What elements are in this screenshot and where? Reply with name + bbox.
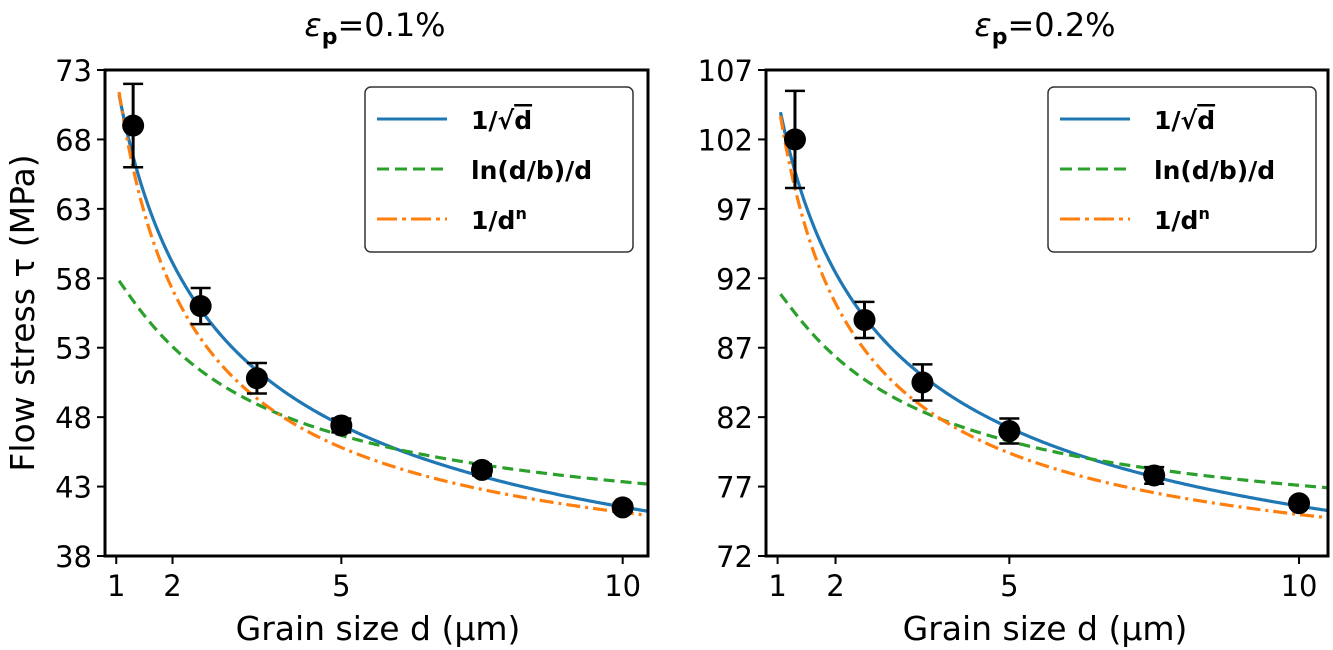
panel-left-curves: [117, 91, 648, 518]
series-line-dashdot: [117, 91, 648, 518]
y-tick-label: 68: [55, 123, 92, 157]
y-tick-label: 77: [716, 471, 753, 505]
title-epsilon: ε: [304, 6, 321, 44]
panel-left-axes-frame: [103, 68, 650, 558]
y-tick-label: 87: [716, 332, 753, 366]
title-epsilon: ε: [974, 6, 991, 44]
series-line-dashed: [779, 293, 1328, 490]
panel-left: εp=0.1% Flow stress τ (MPa) Grain size d…: [3, 6, 650, 648]
x-tick-label: 2: [163, 569, 181, 603]
y-tick-label: 38: [55, 540, 92, 574]
panel-right-curves: [778, 111, 1328, 520]
y-tick-label: 43: [55, 471, 92, 505]
legend-label: ln(d/b)/d: [1154, 156, 1275, 185]
y-tick-label: 58: [55, 262, 92, 296]
y-axis-label: Flow stress τ (MPa): [3, 154, 42, 471]
series-line-solid: [778, 111, 1328, 513]
panel-right: εp=0.2% Grain size d (μm) 1 2 5 10 72 77 82 87 9…: [698, 6, 1330, 648]
y-tick-label: 102: [698, 123, 753, 157]
data-point: [330, 414, 353, 437]
panel-right-axes-frame: [764, 68, 1330, 558]
data-point: [911, 371, 934, 394]
panel-left-points: [122, 82, 634, 519]
series-line-dashed: [117, 279, 648, 486]
y-tick-label: 48: [55, 401, 92, 435]
y-tick-label: 72: [716, 540, 753, 574]
title-subscript: p: [992, 25, 1008, 50]
x-tick-label: 10: [1281, 569, 1318, 603]
data-point: [853, 308, 876, 331]
y-tick-label: 92: [716, 262, 753, 296]
panel-left-title: εp=0.1%: [304, 6, 445, 50]
panel-right-points: [783, 89, 1311, 515]
data-point: [611, 496, 634, 519]
panel-right-x-axis-label: Grain size d (μm): [903, 609, 1188, 648]
panel-right-legend: 1/√d ln(d/b)/d 1/dn: [1047, 86, 1317, 253]
y-tick-label: 97: [716, 193, 753, 227]
legend-label: 1/√d: [471, 106, 532, 135]
legend-label: ln(d/b)/d: [471, 156, 592, 185]
legend-label: 1/√d: [1154, 106, 1215, 135]
data-point: [471, 458, 494, 481]
x-tick-label: 5: [1000, 569, 1018, 603]
panel-right-ticks: 1 2 5 10 72 77 82 87 92 97 102 107: [698, 54, 1318, 603]
data-point: [1143, 464, 1166, 487]
legend-label: 1/dn: [1154, 204, 1210, 235]
data-point: [998, 420, 1021, 443]
y-tick-label: 63: [55, 193, 92, 227]
y-tick-label: 73: [55, 54, 92, 88]
data-point: [189, 295, 212, 318]
x-tick-label: 1: [107, 569, 125, 603]
y-tick-label: 53: [55, 332, 92, 366]
x-tick-label: 1: [768, 569, 786, 603]
data-point: [122, 114, 145, 137]
data-point: [783, 128, 806, 151]
panel-left-ticks: 1 2 5 10 38 43 48 53 58 63 68 73: [55, 54, 641, 603]
panel-left-x-axis-label: Grain size d (μm): [236, 609, 521, 648]
y-tick-label: 82: [716, 401, 753, 435]
data-point: [245, 367, 268, 390]
title-value: =0.1%: [337, 6, 445, 44]
panel-right-title: εp=0.2%: [974, 6, 1115, 50]
x-tick-label: 2: [826, 569, 844, 603]
y-tick-label: 107: [698, 54, 753, 88]
legend-box: [364, 86, 634, 253]
legend-label: 1/dn: [471, 204, 527, 235]
title-subscript: p: [322, 25, 338, 50]
title-value: =0.2%: [1007, 6, 1115, 44]
data-point: [1288, 492, 1311, 515]
x-tick-label: 10: [604, 569, 641, 603]
panel-left-legend: 1/√d ln(d/b)/d 1/dn: [364, 86, 634, 253]
x-tick-label: 5: [332, 569, 350, 603]
legend-box: [1047, 86, 1317, 253]
